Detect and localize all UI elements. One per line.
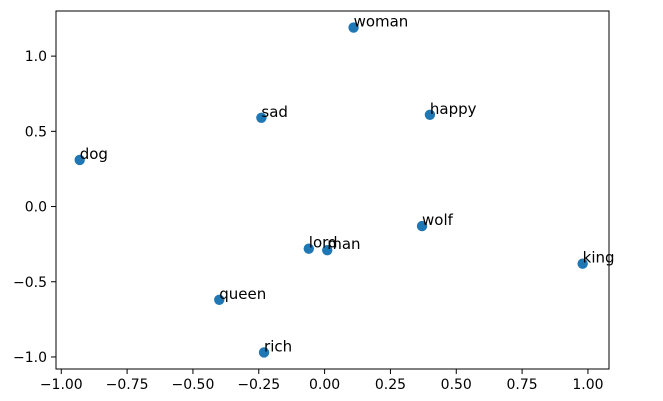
x-tick-label: 0.25 <box>375 377 406 393</box>
point-label-happy: happy <box>430 100 477 118</box>
point-label-wolf: wolf <box>422 211 454 229</box>
data-point-woman <box>348 22 359 33</box>
y-tick-label: −0.5 <box>13 275 47 291</box>
data-point-lord <box>303 243 314 254</box>
plot-frame <box>55 10 610 370</box>
y-tick-label: −1.0 <box>13 350 47 366</box>
y-tick-label: 0.0 <box>25 200 47 216</box>
x-tick-label: 0.00 <box>309 377 340 393</box>
x-tick-label: 0.50 <box>441 377 472 393</box>
point-label-lord: lord <box>309 234 338 252</box>
data-point-queen <box>214 294 225 306</box>
data-point-wolf <box>416 220 428 232</box>
x-tick-label: −0.75 <box>106 377 149 393</box>
point-label-king: king <box>583 249 615 267</box>
plot-area-background <box>56 11 609 369</box>
point-label-dog: dog <box>80 145 108 163</box>
x-tick-label: 1.00 <box>572 377 603 393</box>
point-label-sad: sad <box>261 103 288 121</box>
data-point-sad <box>256 112 267 123</box>
data-point-happy <box>424 109 436 120</box>
y-tick-label: 0.5 <box>25 124 47 140</box>
point-label-man: man <box>327 235 360 253</box>
data-point-rich <box>258 347 270 358</box>
x-tick-label: −0.50 <box>171 377 214 393</box>
data-points <box>74 22 588 358</box>
x-axis: −1.00 −0.75 −0.50 −0.25 0.00 0.25 0.50 0.75 1.00 <box>40 369 604 393</box>
y-axis: −1.0 −0.5 0.0 0.5 1.0 <box>13 49 56 366</box>
data-point-dog <box>74 154 85 166</box>
point-label-woman: woman <box>354 13 409 31</box>
point-label-queen: queen <box>219 285 266 303</box>
x-tick-label: −0.25 <box>237 377 280 393</box>
data-point-man <box>322 244 333 256</box>
y-tick-label: 1.0 <box>25 49 47 65</box>
data-point-king <box>577 258 588 269</box>
x-tick-label: −1.00 <box>40 377 83 393</box>
point-label-rich: rich <box>264 337 292 355</box>
x-tick-label: 0.75 <box>507 377 538 393</box>
